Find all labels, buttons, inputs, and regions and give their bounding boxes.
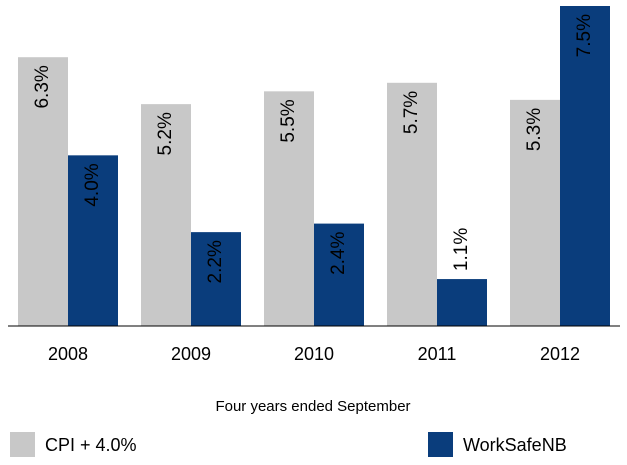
value-label: 7.5% (574, 14, 595, 57)
x-tick-label: 2009 (171, 344, 211, 364)
value-label: 5.3% (524, 108, 545, 151)
bar (18, 57, 68, 326)
x-tick-label: 2010 (294, 344, 334, 364)
legend-swatch (428, 432, 453, 457)
x-tick-label: 2012 (540, 344, 580, 364)
legend-swatch (10, 432, 35, 457)
legend-label: WorkSafeNB (463, 435, 567, 455)
bar (560, 6, 610, 326)
x-tick-label: 2008 (48, 344, 88, 364)
value-label: 2.4% (328, 231, 349, 274)
bar (264, 91, 314, 326)
bar (510, 99, 560, 326)
x-tick-label: 2011 (418, 344, 457, 364)
bar (387, 82, 437, 326)
x-axis-label: Four years ended September (215, 398, 410, 415)
legend-label: CPI + 4.0% (45, 435, 137, 455)
value-label: 5.2% (155, 112, 176, 155)
bar (141, 104, 191, 326)
value-label: 1.1% (451, 228, 472, 271)
value-label: 4.0% (82, 163, 103, 206)
bar (191, 232, 241, 326)
bar (68, 155, 118, 326)
value-label: 2.2% (205, 240, 226, 283)
value-label: 5.5% (278, 99, 299, 142)
bar (314, 223, 364, 326)
value-label: 6.3% (32, 65, 53, 108)
bar (437, 279, 487, 326)
value-label: 5.7% (401, 91, 422, 134)
